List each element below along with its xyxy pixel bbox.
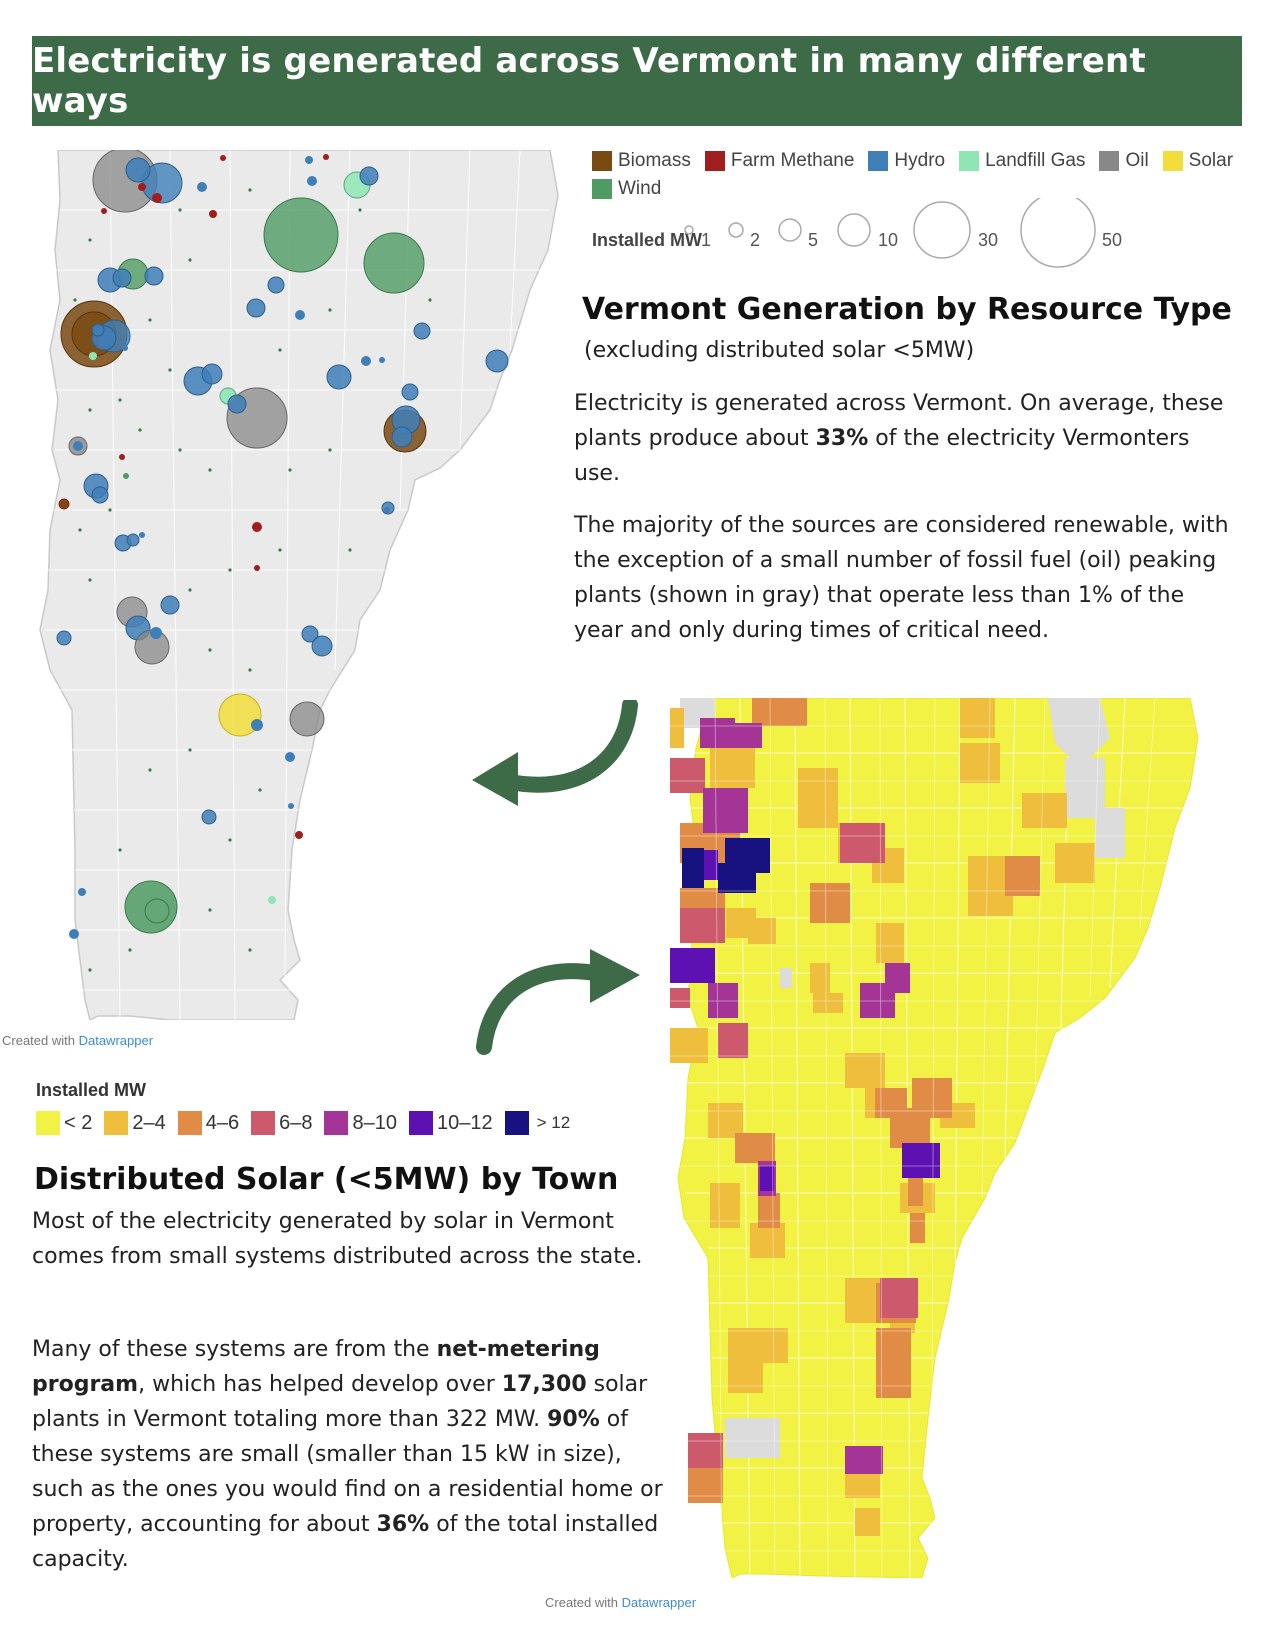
top-map-credit: Created with Datawrapper bbox=[2, 1033, 154, 1048]
legend-item-solar: Solar bbox=[1162, 150, 1234, 172]
legend-item-hydro: Hydro bbox=[868, 150, 945, 172]
vermont-state-shape bbox=[39, 150, 559, 1020]
page-title-banner: Electricity is generated across Vermont … bbox=[32, 36, 1242, 126]
generation-paragraph-2: The majority of the sources are consider… bbox=[574, 513, 1229, 643]
solar-over-12-towns bbox=[682, 838, 770, 893]
generation-map-subtitle: (excluding distributed solar <5MW) bbox=[584, 338, 975, 363]
legend-swatch bbox=[592, 151, 612, 171]
legend-label: Hydro bbox=[894, 150, 946, 171]
legend-item-farm-methane: Farm Methane bbox=[704, 150, 855, 172]
generation-paragraph-1: Electricity is generated across Vermont.… bbox=[574, 391, 1224, 486]
legend-label: Oil bbox=[1125, 150, 1149, 171]
legend-swatch bbox=[704, 151, 725, 171]
size-label-30: 30 bbox=[978, 230, 999, 250]
solar-legend-swatch bbox=[324, 1111, 349, 1135]
solar-legend-swatch bbox=[177, 1111, 202, 1135]
size-label-5: 5 bbox=[808, 230, 819, 250]
solar-legend-item-6: > 12 bbox=[504, 1111, 571, 1135]
legend-item-biomass: Biomass bbox=[592, 150, 691, 172]
arrow-right-icon bbox=[476, 949, 640, 1055]
solar-legend-item-4: 8–10 bbox=[324, 1111, 397, 1135]
solar-legend-label: 2–4 bbox=[132, 1111, 166, 1134]
solar-legend-label: > 12 bbox=[536, 1113, 571, 1132]
legend-label: Solar bbox=[1188, 150, 1234, 171]
legend-swatch bbox=[1099, 151, 1120, 171]
size-label-10: 10 bbox=[878, 230, 899, 250]
resource-type-legend: Biomass Farm Methane Hydro Landfill Gas Oil S… bbox=[592, 150, 1252, 200]
no-data-towns bbox=[680, 698, 1125, 1458]
legend-swatch bbox=[592, 179, 612, 199]
bottom-map-credit: Created with Datawrapper bbox=[545, 1595, 697, 1610]
solar-legend-swatch bbox=[36, 1111, 60, 1135]
solar-legend-item-0: < 2 bbox=[36, 1111, 92, 1135]
solar-legend-title: Installed MW bbox=[36, 1080, 147, 1100]
datawrapper-link[interactable]: Datawrapper bbox=[621, 1595, 697, 1610]
solar-paragraph-1: Most of the electricity generated by sol… bbox=[32, 1209, 643, 1269]
legend-swatch bbox=[868, 151, 889, 171]
solar-legend-label: 4–6 bbox=[205, 1111, 240, 1134]
generation-bubble-map bbox=[39, 150, 559, 1020]
size-label-2: 2 bbox=[750, 230, 761, 250]
size-legend-title: Installed MW bbox=[592, 230, 703, 250]
legend-label: Landfill Gas bbox=[985, 150, 1086, 171]
size-label-1: 1 bbox=[701, 230, 712, 250]
solar-legend-item-3: 6–8 bbox=[251, 1111, 312, 1135]
solar-map-title: Distributed Solar (<5MW) by Town bbox=[34, 1162, 619, 1197]
solar-legend-swatch bbox=[251, 1111, 276, 1135]
solar-6-8-towns bbox=[670, 758, 918, 1468]
solar-legend-swatch bbox=[408, 1111, 433, 1135]
legend-swatch bbox=[959, 151, 980, 171]
solar-legend-label: 6–8 bbox=[279, 1111, 313, 1134]
small-wind-dots bbox=[73, 188, 432, 972]
generation-sites bbox=[56, 150, 509, 939]
solar-10-12-towns bbox=[670, 850, 940, 1191]
solar-legend-item-2: 4–6 bbox=[177, 1111, 240, 1135]
legend-item-wind: Wind bbox=[592, 178, 661, 200]
solar-installed-mw-legend: Installed MW < 2 2–4 4–6 6–8 8–10 10–12 > 12 bbox=[36, 1080, 582, 1135]
datawrapper-link[interactable]: Datawrapper bbox=[78, 1033, 154, 1048]
solar-paragraph-2: Many of these systems are from the net-m… bbox=[32, 1337, 663, 1572]
generation-map-title: Vermont Generation by Resource Type bbox=[582, 292, 1232, 327]
solar-legend-swatch bbox=[104, 1111, 129, 1135]
solar-legend-item-5: 10–12 bbox=[408, 1111, 493, 1135]
legend-item-landfill-gas: Landfill Gas bbox=[959, 150, 1085, 172]
legend-label: Wind bbox=[618, 178, 662, 199]
solar-legend-label: < 2 bbox=[64, 1111, 93, 1134]
size-label-50: 50 bbox=[1102, 230, 1123, 250]
page-title: Electricity is generated across Vermont … bbox=[32, 41, 1146, 121]
legend-label: Biomass bbox=[618, 150, 691, 171]
arrow-left-icon bbox=[472, 700, 638, 806]
size-legend-circles bbox=[684, 198, 1096, 268]
town-boundaries bbox=[42, 150, 550, 1020]
solar-legend-label: 8–10 bbox=[352, 1111, 397, 1134]
legend-item-oil: Oil bbox=[1099, 150, 1149, 172]
town-grid-overlay bbox=[670, 698, 1220, 1578]
solar-legend-swatch bbox=[504, 1111, 529, 1135]
distributed-solar-choropleth-map bbox=[670, 698, 1220, 1578]
solar-legend-label: 10–12 bbox=[436, 1111, 493, 1134]
solar-legend-item-1: 2–4 bbox=[104, 1111, 166, 1135]
legend-swatch bbox=[1162, 151, 1183, 171]
legend-label: Farm Methane bbox=[730, 150, 855, 171]
installed-mw-size-legend: Installed MW 1 2 5 10 30 50 bbox=[592, 198, 1252, 282]
